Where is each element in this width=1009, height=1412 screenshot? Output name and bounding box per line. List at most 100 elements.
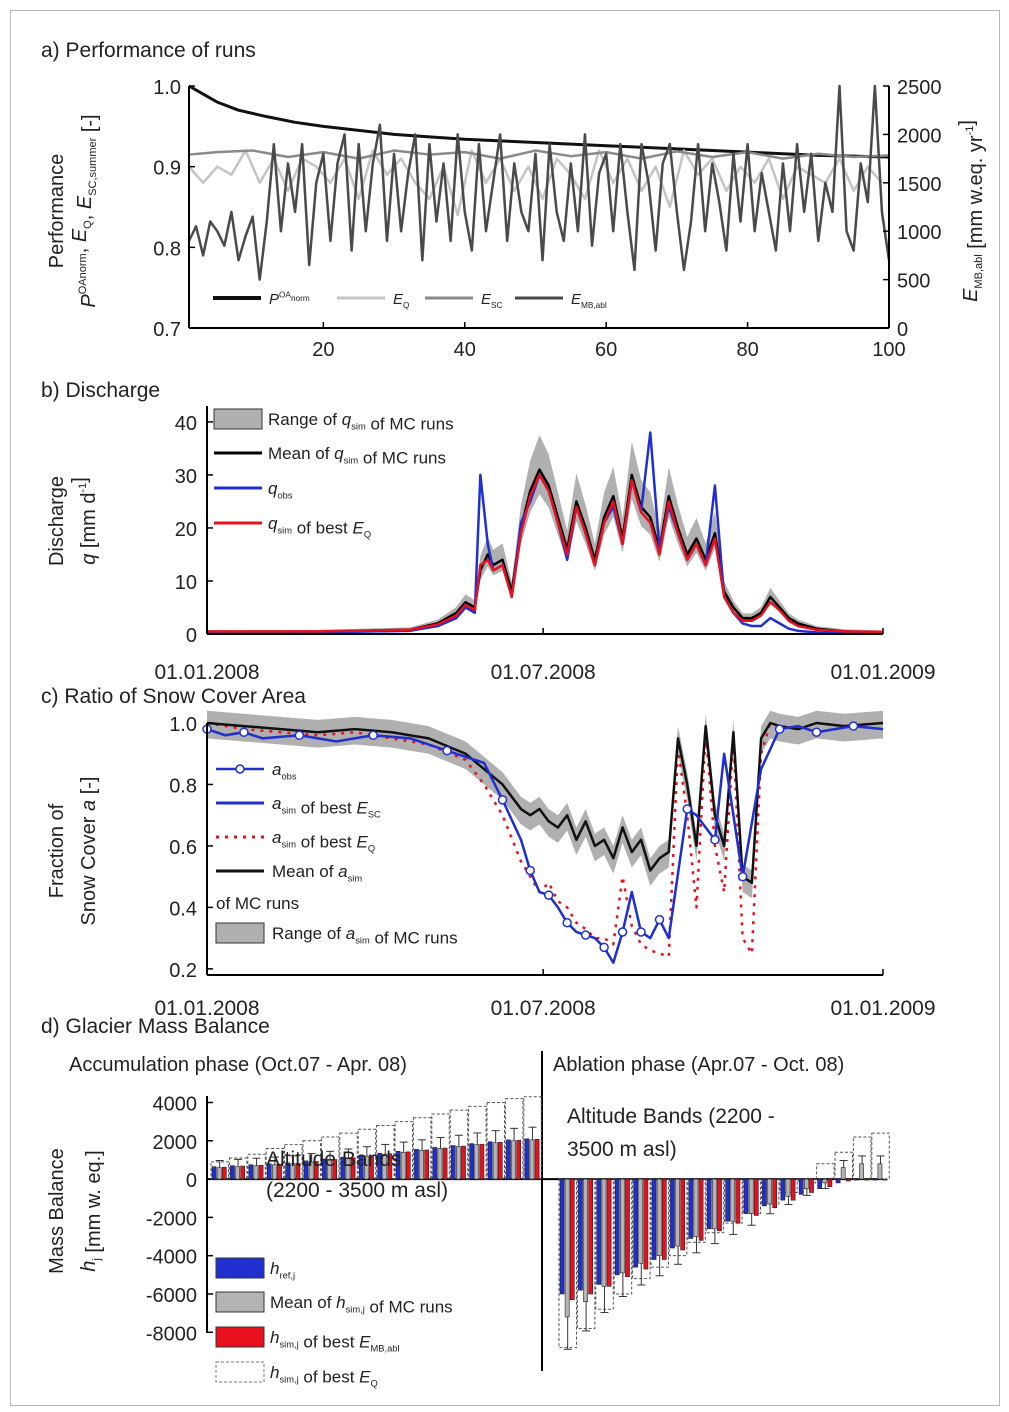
legend-hbmb-label-part: E [359, 1332, 371, 1351]
ablation-bar-best_mb [827, 1178, 833, 1188]
ablation-bar-best_mb [809, 1178, 814, 1193]
legend-amean-label-2: of MC runs [216, 894, 299, 913]
aobs-marker [811, 727, 822, 737]
accum-bar-best_mb [258, 1164, 264, 1180]
panel-a-y2label: EMB,abl [mm w.eq. yr-1] [956, 120, 987, 302]
ablation-bar-best-q [705, 1178, 725, 1234]
panel-c-xtick-label: 01.01.2009 [830, 997, 935, 1020]
legend-hbmb-swatch [215, 1326, 265, 1348]
panel-b-ylabel-2-part: ] [69, 477, 91, 483]
panel-d-ablation-band-label-2: 3500 m asl) [567, 1138, 677, 1161]
ablation-bar-best_mb [625, 1178, 630, 1278]
panel-a-xtick-label: 60 [595, 339, 617, 361]
legend-p-label-part: norm [291, 294, 310, 303]
figure-svg: a) Performance of runs 0.7 0.8 0.9 1.0 0 500 10… [41, 39, 987, 1389]
legend-qobs-label: qobs [268, 479, 293, 500]
panel-c-ylabel-2-part: Snow Cover [78, 811, 100, 926]
panel-a-ylabel-2-part: OAnorm [77, 253, 89, 294]
panel-b: b) Discharge 0 10 20 30 40 01.01.2008 01.07.200… [41, 379, 936, 684]
legend-emb-label-part: MB,abl [581, 301, 607, 310]
legend-hmean-label-part: h [336, 1293, 345, 1312]
legend-qbest-label-part: of best [292, 518, 352, 537]
panel-d-ytick-label: -6000 [146, 1285, 197, 1307]
aobs-marker [525, 865, 535, 876]
legend-asc-label-part: sim [281, 805, 296, 815]
ablation-bar-mean [840, 1167, 846, 1180]
panel-d-accum-band-label-1: Altitude Bands [266, 1148, 401, 1171]
accum-bar-best_mb [221, 1166, 227, 1180]
accum-bar-best_mb [350, 1157, 356, 1180]
ablation-bar-best_mb [882, 1178, 888, 1181]
panel-a-y2label-part: [mm w.eq. yr [965, 135, 987, 254]
series-p-oa-norm [188, 84, 890, 159]
panel-a-ytick-label: 0.8 [153, 238, 181, 260]
panel-d-ytick-label: 0 [186, 1170, 197, 1192]
ablation-bar-best-q [558, 1178, 577, 1349]
legend-arange-label-part: Range of [272, 924, 346, 943]
panel-a-y2tick-label: 2000 [897, 125, 942, 147]
ablation-bar-ref [614, 1178, 620, 1276]
legend-href-label-part: h [270, 1259, 279, 1278]
accum-bar-mean [253, 1165, 259, 1180]
ablation-bar-mean [693, 1178, 699, 1237]
legend-aeq-label-part: Q [368, 844, 375, 854]
ablation-bar-ref [725, 1178, 731, 1222]
panel-a-ylabel-2-part: [-] [79, 114, 101, 137]
legend-esc-label-part: SC [491, 301, 503, 310]
panel-d-accum-label: Accumulation phase (Oct.07 - Apr. 08) [69, 1054, 407, 1076]
legend-qbest-label-part: E [352, 518, 364, 537]
legend-hbq-label-part: Q [371, 1379, 378, 1389]
series-aobs [206, 725, 884, 964]
legend-amean-label-part: Mean of [272, 862, 338, 881]
legend-href-swatch [215, 1257, 265, 1279]
ablation-bar-best_mb [698, 1178, 704, 1241]
legend-esc-label-part: E [481, 291, 492, 308]
panel-a-xtick-label: 20 [312, 339, 334, 361]
legend-qbest-label-part: q [268, 514, 278, 533]
ablation-bar-best-q [650, 1178, 669, 1268]
accum-bar-ref [487, 1141, 493, 1180]
accum-bar-best-q [394, 1121, 413, 1180]
legend-aobs-label: aobs [272, 760, 297, 781]
legend-hmean-label: Mean of hsim,j of MC runs [270, 1293, 453, 1316]
ablation-bar-ref [651, 1178, 657, 1260]
legend-amean-label-part: a [338, 862, 347, 881]
panel-b-xtick-label: 01.01.2008 [154, 661, 259, 684]
panel-a-xtick-label: 80 [736, 339, 758, 361]
aobs-marker [654, 914, 665, 925]
ablation-bar-ref [596, 1178, 602, 1285]
panel-d-ablation-band-label-1: Altitude Bands (2200 - [567, 1105, 775, 1128]
ablation-bar-mean [638, 1178, 644, 1264]
accum-bar-mean [456, 1146, 461, 1180]
panel-a-y2tick-label: 500 [897, 271, 930, 293]
legend-hbq-swatch [215, 1361, 265, 1383]
legend-hbmb-label-part: h [270, 1328, 279, 1347]
accum-bar-best_mb [442, 1147, 448, 1180]
accum-bar-best_mb [240, 1165, 246, 1180]
aobs-marker [636, 927, 646, 937]
panel-c: c) Ratio of Snow Cover Area 0.2 0.4 0.6 0.8 1… [41, 685, 936, 1020]
legend-asc-label-part: a [272, 794, 281, 813]
aobs-marker [497, 795, 508, 805]
accum-bar-best_mb [369, 1155, 374, 1180]
panel-b-ytick-label: 20 [175, 519, 197, 541]
accum-bar-mean [474, 1144, 480, 1180]
accum-bar-ref [469, 1143, 475, 1180]
accum-bar-best_mb [497, 1142, 503, 1180]
legend-emb-label: EMB,abl [571, 291, 607, 310]
panel-b-title: b) Discharge [41, 379, 160, 402]
panel-d-ytick-label: -4000 [146, 1247, 197, 1269]
legend-mean-q-label-part: sim [344, 455, 359, 465]
panel-a-title: a) Performance of runs [41, 39, 256, 62]
panel-c-ytick-label: 0.4 [169, 898, 197, 920]
panel-b-ytick-label: 0 [186, 625, 197, 647]
ablation-bar-mean [748, 1178, 754, 1214]
panel-b-xtick-label: 01.01.2009 [830, 661, 935, 684]
ablation-bar-best_mb [790, 1178, 796, 1201]
ablation-bar-mean [767, 1178, 772, 1205]
panel-a-ylabel: Performance [46, 154, 68, 269]
accum-bar-mean [216, 1167, 222, 1180]
aobs-marker [710, 835, 720, 845]
panel-a-y2label-part: E [960, 288, 982, 302]
legend-mean-q-label: Mean of qsim of MC runs [268, 444, 446, 467]
